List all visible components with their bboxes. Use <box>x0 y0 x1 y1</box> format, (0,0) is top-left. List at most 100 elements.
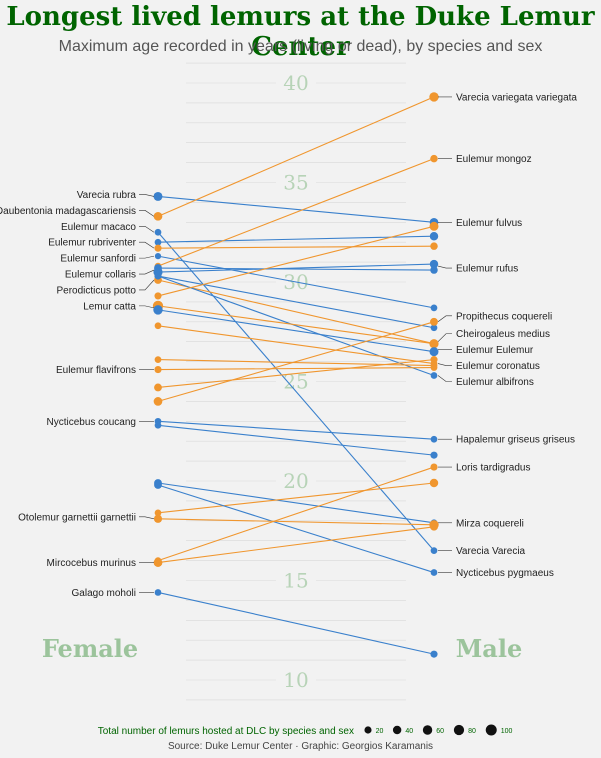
series-line <box>157 482 435 524</box>
y-tick-label: 35 <box>283 171 308 195</box>
species-label-left: Eulemur macaco <box>61 222 136 233</box>
series-line <box>157 424 435 456</box>
female-point <box>154 292 162 300</box>
leader-line <box>139 269 155 275</box>
y-tick-label: 15 <box>283 569 308 593</box>
species-label-right: Nycticebus pygmaeus <box>456 568 554 579</box>
female-point <box>154 421 162 429</box>
series-line <box>157 235 435 243</box>
female-point <box>153 211 163 221</box>
male-point <box>430 356 438 364</box>
y-tick-label: 40 <box>283 71 308 95</box>
species-label-left: Perodicticus potto <box>57 285 137 296</box>
species-label-left: Otolemur garnettii garnettii <box>18 512 136 523</box>
male-point <box>429 347 439 357</box>
species-label-right: Eulemur mongoz <box>456 154 532 165</box>
male-point <box>430 451 438 459</box>
leader-line <box>139 305 155 309</box>
male-point <box>430 522 438 531</box>
series-line <box>157 245 435 249</box>
chart-subtitle: Maximum age recorded in years (living or… <box>58 38 543 55</box>
series-line <box>157 267 435 271</box>
legend-size-circle <box>485 724 497 736</box>
series-line <box>157 305 435 345</box>
leader-line <box>139 516 155 520</box>
series-line <box>157 359 435 389</box>
tick-label-bg <box>276 370 316 393</box>
y-tick-label: 10 <box>283 668 308 692</box>
legend-size-label: 40 <box>405 728 413 735</box>
male-point <box>430 547 438 555</box>
leader-line <box>437 363 452 366</box>
tick-label-bg <box>276 569 316 592</box>
series-line <box>157 466 435 562</box>
size-legend: Total number of lemurs hosted at DLC by … <box>98 724 513 737</box>
series-line <box>157 275 435 377</box>
gridlines <box>186 62 406 701</box>
species-label-left: Eulemur flavifrons <box>56 365 136 376</box>
x-category-female: Female <box>42 634 138 663</box>
female-point <box>154 238 162 246</box>
legend-size-circle <box>392 725 402 735</box>
series-line <box>157 518 435 526</box>
species-label-left: Lemur catta <box>83 301 136 312</box>
female-point <box>154 322 162 330</box>
legend-size-circle <box>422 725 433 735</box>
female-point <box>153 397 163 406</box>
species-label-right: Eulemur fulvus <box>456 218 522 229</box>
male-point <box>430 242 438 250</box>
male-point <box>429 259 439 269</box>
series-line <box>157 231 435 552</box>
series-line <box>157 526 435 564</box>
tick-label-bg <box>276 72 316 94</box>
species-label-right: Mirza coquereli <box>456 518 524 529</box>
legend-size-label: 60 <box>436 728 444 735</box>
series-line <box>157 482 435 514</box>
caption: Source: Duke Lemur Center · Graphic: Geo… <box>167 741 434 752</box>
female-point <box>154 481 162 489</box>
female-point <box>154 589 162 596</box>
species-label-left: Daubentonia madagascariensis <box>0 206 136 217</box>
male-point <box>430 317 438 326</box>
female-point <box>154 383 162 392</box>
series-line <box>157 225 435 297</box>
leader-line <box>139 225 155 233</box>
female-point <box>153 514 163 523</box>
female-point <box>154 272 162 280</box>
male-point <box>430 266 438 274</box>
species-label-right: Eulemur albifrons <box>456 377 534 388</box>
male-point <box>430 372 438 379</box>
chart-title: Longest lived lemurs at the Duke Lemur C… <box>6 2 595 62</box>
legend-size-label: 80 <box>468 728 476 735</box>
series-points <box>152 92 439 658</box>
species-label-right: Propithecus coquereli <box>456 311 552 322</box>
leader-line <box>139 255 155 259</box>
male-point <box>429 221 439 231</box>
species-label-right: Eulemur Eulemur <box>456 345 534 356</box>
female-point <box>154 228 162 236</box>
male-point <box>429 339 439 349</box>
species-label-right: Cheirogaleus medius <box>456 329 550 340</box>
series-line <box>157 309 435 353</box>
series-line <box>157 367 435 371</box>
female-point <box>153 305 163 315</box>
series-line <box>157 158 435 267</box>
tick-label-bg <box>276 171 316 194</box>
tick-label-bg <box>276 669 316 691</box>
legend-size-circle <box>364 726 372 734</box>
species-label-left: Eulemur sanfordi <box>60 254 136 265</box>
species-label-right: Loris tardigradus <box>456 463 530 474</box>
series-line <box>157 325 435 365</box>
species-label-left: Eulemur rubriventer <box>48 238 136 249</box>
species-label-left: Mircocebus murinus <box>47 558 136 569</box>
series-line <box>157 321 435 402</box>
legend-title: Total number of lemurs hosted at DLC by … <box>98 726 354 737</box>
series-line <box>157 420 435 440</box>
series-line <box>157 255 435 309</box>
leader-line <box>437 333 452 342</box>
tick-label-bg <box>276 470 316 492</box>
female-point <box>154 253 162 260</box>
male-point <box>430 364 438 371</box>
male-point <box>430 435 438 443</box>
leader-line <box>139 210 155 217</box>
